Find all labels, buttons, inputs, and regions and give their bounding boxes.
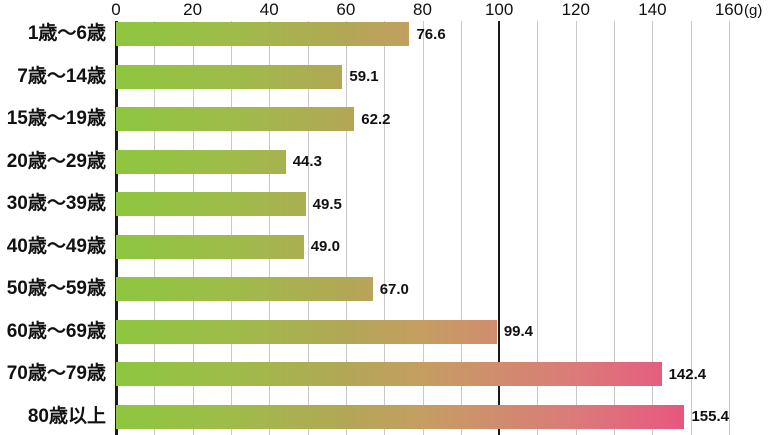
gridline — [422, 21, 424, 435]
value-label: 49.5 — [312, 195, 342, 213]
y-axis-line — [115, 21, 118, 435]
category-label: 7歳〜14歳 — [17, 65, 106, 87]
value-label: 155.4 — [691, 408, 729, 425]
bar — [116, 64, 343, 89]
gridline — [537, 21, 539, 435]
bar — [116, 362, 662, 386]
gridline — [154, 21, 156, 435]
x-axis-tick-label: 120 — [561, 0, 590, 19]
value-label: 99.4 — [503, 323, 534, 340]
bar-row: 99.4 — [116, 319, 729, 344]
bar — [116, 22, 410, 46]
gridline — [575, 21, 577, 435]
x-axis-tick-label: 20 — [183, 0, 203, 19]
value-label: 59.1 — [349, 68, 379, 85]
value-label: 49.0 — [310, 238, 340, 255]
category-label: 1歳〜6歳 — [27, 23, 106, 44]
value-label: 62.2 — [361, 110, 391, 128]
category-label: 70歳〜79歳 — [6, 363, 106, 384]
x-axis-tick-label: 60 — [336, 0, 356, 19]
reference-line-100 — [498, 21, 501, 435]
gridline — [460, 21, 462, 435]
bar — [116, 234, 304, 259]
gridline — [614, 21, 616, 435]
bar — [116, 149, 286, 174]
bar — [116, 319, 497, 344]
x-axis-tick-label: 40 — [259, 0, 279, 19]
category-label: 80歳以上 — [27, 405, 106, 427]
plot-area: (g) 0 20 40 60 80 100 120 140 160 76.6 59.1 62.2 44.… — [111, 0, 762, 435]
bar-row: 62.2 — [116, 107, 729, 131]
category-label: 40歳〜49歳 — [6, 235, 106, 257]
category-label: 50歳〜59歳 — [6, 278, 106, 299]
bar-row: 142.4 — [116, 362, 729, 386]
value-label: 67.0 — [379, 280, 409, 298]
gridline — [384, 21, 386, 435]
value-label: 142.4 — [668, 365, 707, 383]
bar-row: 76.6 — [116, 22, 729, 46]
bar-row: 49.0 — [116, 234, 729, 259]
gridline — [230, 21, 232, 435]
category-label: 20歳〜29歳 — [6, 150, 106, 172]
x-axis-tick-label: 160 — [714, 0, 744, 19]
category-label: 60歳〜69歳 — [6, 320, 106, 342]
category-labels: 1歳〜6歳 7歳〜14歳 15歳〜19歳 20歳〜29歳 30歳〜39歳 40歳〜49歳 5… — [0, 0, 106, 435]
gridline — [652, 21, 654, 435]
x-axis-tick-label: 0 — [111, 0, 121, 19]
bar — [116, 404, 685, 429]
x-axis-tick-label: 140 — [638, 0, 667, 19]
x-axis-unit-label: (g) — [744, 2, 763, 19]
value-label: 76.6 — [416, 25, 446, 43]
bar-row: 67.0 — [116, 277, 729, 301]
gridline — [192, 21, 194, 435]
gridline — [345, 21, 347, 435]
bar-row: 155.4 — [116, 404, 729, 429]
bar — [116, 192, 306, 216]
category-label: 30歳〜39歳 — [6, 193, 106, 214]
bar — [116, 277, 373, 301]
bar — [116, 107, 355, 131]
bar-row: 59.1 — [116, 64, 729, 89]
x-axis-tick-label: 100 — [484, 0, 514, 19]
gridline — [729, 21, 730, 435]
bar-row: 44.3 — [116, 149, 729, 174]
gridline — [269, 21, 271, 435]
category-label: 15歳〜19歳 — [6, 108, 106, 129]
x-axis-tick-label: 80 — [413, 0, 432, 19]
bar-row: 49.5 — [116, 192, 729, 216]
gridline — [307, 21, 309, 435]
gridline — [690, 21, 692, 435]
value-label: 44.3 — [292, 153, 322, 170]
